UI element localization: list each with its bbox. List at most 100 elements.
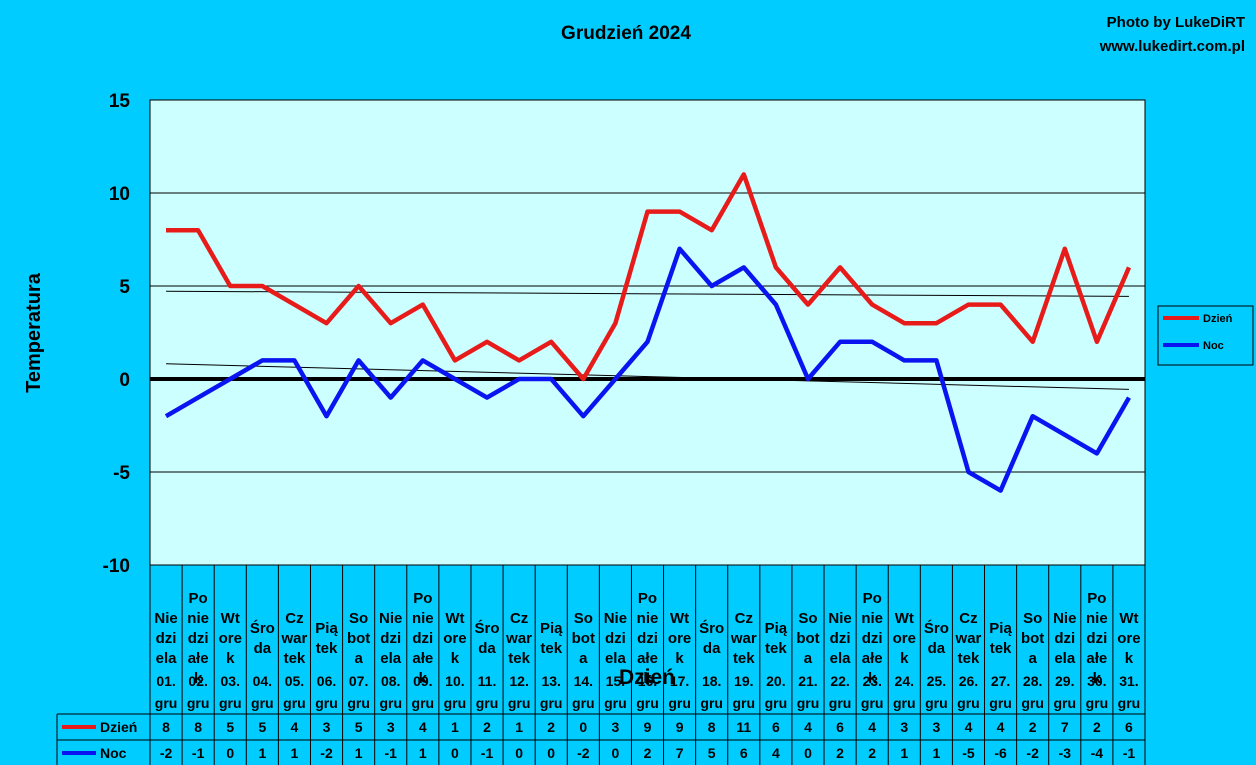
category-label: Cz war tek 19. gru <box>730 610 757 711</box>
day-name-part: nie <box>637 610 659 627</box>
category-label: Wt ore k 24. gru <box>893 610 916 711</box>
table-value: 6 <box>740 745 748 761</box>
day-name-part: Nie <box>1053 610 1076 627</box>
day-name-part: k <box>675 650 684 667</box>
table-value: 1 <box>900 745 908 761</box>
date-label-part: 08. <box>381 673 400 689</box>
day-name-part: ela <box>1054 650 1076 667</box>
day-name-part: ore <box>1117 630 1140 647</box>
date-label-part: 03. <box>221 673 240 689</box>
day-name-part: dzi <box>637 630 658 647</box>
date-label-part: gru <box>155 695 178 711</box>
day-name-part: Cz <box>510 610 528 627</box>
date-label-part: gru <box>604 695 627 711</box>
day-name-part: ore <box>219 630 242 647</box>
category-label: Nie dzi ela 15. gru <box>604 610 627 711</box>
category-label: Nie dzi ela 08. gru <box>379 610 402 711</box>
day-name-part: dzi <box>862 630 883 647</box>
date-label-part: gru <box>925 695 948 711</box>
trendline <box>166 290 1129 297</box>
y-tick-label: 15 <box>109 91 131 112</box>
table-series-label: Dzień <box>62 719 137 735</box>
table-series-label: Noc <box>62 745 127 761</box>
date-label-part: gru <box>283 695 306 711</box>
table-value: 5 <box>355 719 363 735</box>
day-name-part: nie <box>187 610 209 627</box>
day-name-part: a <box>354 650 363 667</box>
table-value: 9 <box>644 719 652 735</box>
date-label-part: 30. <box>1087 673 1106 689</box>
day-name-part: da <box>254 640 272 657</box>
day-name-part: Śro <box>250 619 275 637</box>
table-value: 11 <box>736 719 751 735</box>
date-label-part: gru <box>379 695 402 711</box>
table-value: 1 <box>451 719 459 735</box>
date-label-part: 22. <box>830 673 849 689</box>
day-name-part: tek <box>733 650 755 667</box>
trendlines <box>166 290 1129 390</box>
day-name-part: Cz <box>735 610 753 627</box>
date-label-part: gru <box>187 695 210 711</box>
day-name-part: tek <box>316 640 338 657</box>
date-label-part: gru <box>797 695 820 711</box>
table-value: 0 <box>579 719 587 735</box>
series-name: Noc <box>100 745 127 761</box>
table-value: 3 <box>900 719 908 735</box>
day-name-part: Wt <box>670 610 689 627</box>
table-value: 2 <box>836 745 844 761</box>
day-name-part: Nie <box>828 610 851 627</box>
data-table: Niedziela01.gruPoniedziałek02.gruWtorek0… <box>56 565 1146 765</box>
day-name-part: Wt <box>445 610 464 627</box>
day-name-part: da <box>703 640 721 657</box>
table-value: 8 <box>162 719 170 735</box>
category-label: Nie dzi ela 01. gru <box>154 610 177 711</box>
date-label-part: 14. <box>574 673 593 689</box>
date-label-part: gru <box>1086 695 1109 711</box>
day-name-part: Po <box>413 590 432 607</box>
category-label: Śro da 11. gru <box>475 619 500 711</box>
chart-title: Grudzień 2024 <box>561 23 691 44</box>
trendline <box>166 363 1129 390</box>
table-value: 3 <box>387 719 395 735</box>
table-value: 2 <box>644 745 652 761</box>
day-name-part: Nie <box>604 610 627 627</box>
day-name-part: Nie <box>154 610 177 627</box>
credit-url[interactable]: www.lukedirt.com.pl <box>1099 38 1245 55</box>
day-name-part: ałe <box>862 650 883 667</box>
category-label: Po nie dzi ałe k16. gru <box>636 590 659 711</box>
date-label-part: gru <box>1021 695 1044 711</box>
category-label: Pią tek 13. gru <box>540 620 563 711</box>
table-value: -5 <box>962 745 975 761</box>
day-name-part: dzi <box>1086 630 1107 647</box>
table-value: 8 <box>708 719 716 735</box>
table-value: 1 <box>515 719 523 735</box>
day-name-part: nie <box>861 610 883 627</box>
date-label-part: gru <box>315 695 338 711</box>
day-name-part: Pią <box>315 620 338 637</box>
table-value: 5 <box>226 719 234 735</box>
date-label-part: gru <box>700 695 723 711</box>
series-line <box>166 172 1132 382</box>
table-value: 2 <box>483 719 491 735</box>
date-label-part: 26. <box>959 673 978 689</box>
table-value: 1 <box>932 745 940 761</box>
category-label: Pią tek 27. gru <box>989 620 1012 711</box>
day-name-part: k <box>643 670 652 687</box>
date-label-part: 23. <box>862 673 881 689</box>
date-label-part: gru <box>829 695 852 711</box>
date-label-part: 06. <box>317 673 336 689</box>
table-value: 4 <box>965 719 973 735</box>
date-label-part: gru <box>572 695 595 711</box>
date-label-part: 04. <box>253 673 272 689</box>
date-label-part: gru <box>1053 695 1076 711</box>
date-label-part: 09. <box>413 673 432 689</box>
day-name-part: dzi <box>1054 630 1075 647</box>
day-name-part: k <box>451 650 460 667</box>
date-label-part: 27. <box>991 673 1010 689</box>
date-label-part: 21. <box>798 673 817 689</box>
day-name-part: Pią <box>540 620 563 637</box>
plot-area <box>149 99 1146 566</box>
table-value: -2 <box>320 745 333 761</box>
table-value: 6 <box>1125 719 1133 735</box>
table-value: 1 <box>258 745 266 761</box>
